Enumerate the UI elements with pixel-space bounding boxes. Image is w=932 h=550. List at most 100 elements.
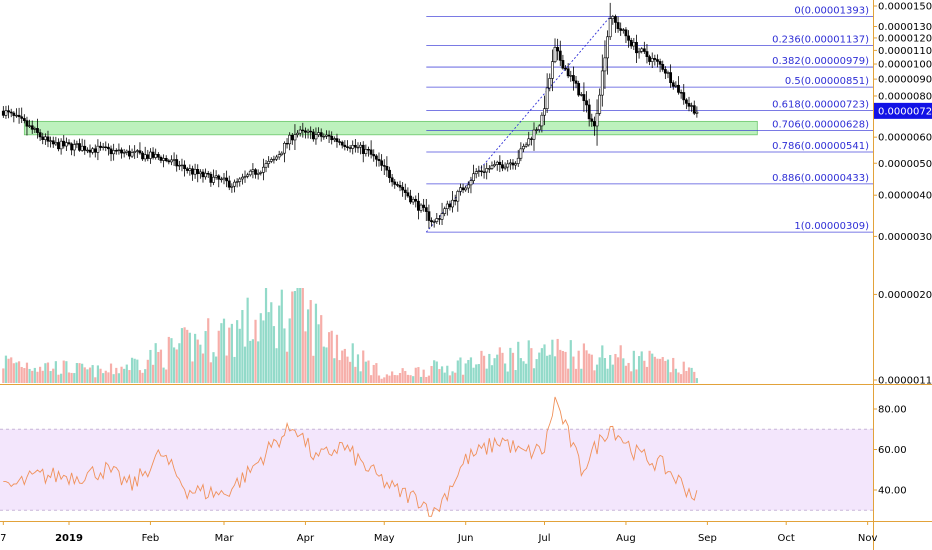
candle-body xyxy=(322,135,326,138)
candle-body xyxy=(385,166,389,171)
candle-body xyxy=(151,151,155,158)
volume-bar xyxy=(406,374,409,383)
fib-level-label: 0.5(0.00000851) xyxy=(785,76,869,87)
volume-bar xyxy=(17,361,21,383)
volume-bar xyxy=(270,302,273,383)
fib-level-label: 0.706(0.00000628) xyxy=(772,120,869,131)
volume-bar xyxy=(65,361,68,383)
candle-body xyxy=(28,125,31,127)
volume-bar xyxy=(380,378,383,383)
candle-body xyxy=(511,162,515,166)
candle-body xyxy=(514,163,518,166)
candle-body xyxy=(335,138,339,142)
candle-body xyxy=(314,134,318,140)
volume-bar xyxy=(506,371,509,383)
volume-bar xyxy=(362,350,365,383)
candle-body xyxy=(319,132,323,137)
candle-body xyxy=(382,165,386,167)
last-price-badge xyxy=(874,102,932,119)
volume-bar xyxy=(109,363,113,383)
candle-body xyxy=(96,145,100,153)
candle-body xyxy=(7,110,10,113)
volume-bar xyxy=(112,374,115,383)
volume-bar xyxy=(527,340,530,383)
volume-bar xyxy=(230,323,233,383)
candle-body xyxy=(438,218,441,220)
time-tick-label: 2019 xyxy=(55,533,83,544)
volume-bar xyxy=(385,374,388,383)
volume-bar xyxy=(46,362,50,383)
time-tick-label: 7 xyxy=(0,533,6,544)
candle-body xyxy=(193,168,197,175)
candle-body xyxy=(448,203,452,208)
candle-body xyxy=(343,144,347,148)
candle-body xyxy=(427,211,431,221)
candle-body xyxy=(22,118,26,121)
volume-bar xyxy=(356,354,360,383)
volume-bar xyxy=(695,378,698,383)
candle-body xyxy=(25,120,29,127)
candle-body xyxy=(219,178,223,181)
volume-bar xyxy=(262,320,265,383)
candle-body xyxy=(93,148,97,153)
volume-bar xyxy=(375,363,378,383)
candle-body xyxy=(585,100,588,106)
volume-bar xyxy=(222,318,226,383)
candle-body xyxy=(83,145,87,151)
volume-bar xyxy=(672,357,675,383)
time-tick-label: Mar xyxy=(215,533,235,544)
volume-bar xyxy=(443,372,446,383)
volume-bar xyxy=(138,370,142,383)
volume-bar xyxy=(288,318,291,383)
volume-bar xyxy=(632,350,635,383)
candle-body xyxy=(430,220,433,223)
volume-bar xyxy=(306,309,310,383)
candle-body xyxy=(522,146,525,150)
volume-bar xyxy=(404,370,407,383)
candle-body xyxy=(78,143,81,151)
volume-bar xyxy=(49,371,52,383)
candle-body xyxy=(671,82,675,87)
volume-bar xyxy=(564,351,567,383)
candle-body xyxy=(572,75,575,82)
candle-body xyxy=(120,149,123,154)
volume-bar xyxy=(393,375,396,383)
volume-bar xyxy=(561,350,564,383)
candle-body xyxy=(17,114,21,118)
volume-bar xyxy=(388,375,391,383)
candle-body xyxy=(679,92,683,94)
candle-body xyxy=(159,156,163,161)
volume-bar xyxy=(225,355,228,383)
volume-bar xyxy=(167,336,170,383)
candle-body xyxy=(390,177,394,183)
time-tick-label: Oct xyxy=(778,533,795,544)
volume-bar xyxy=(475,364,478,383)
candle-body xyxy=(256,172,260,175)
candle-body xyxy=(222,177,226,180)
volume-bar xyxy=(322,346,325,383)
volume-bar xyxy=(412,376,415,383)
volume-bar xyxy=(78,363,81,383)
volume-bar xyxy=(553,356,557,383)
candle-body xyxy=(306,130,310,133)
candle-body xyxy=(621,29,625,31)
volume-bar xyxy=(522,361,525,383)
volume-bar xyxy=(199,344,202,383)
candle-body xyxy=(57,142,60,150)
candle-body xyxy=(459,187,462,192)
volume-bar xyxy=(15,362,18,383)
candle-body xyxy=(275,156,278,160)
candle-body xyxy=(503,166,507,169)
candlesticks xyxy=(1,2,699,229)
volume-bar xyxy=(296,288,299,383)
fib-level-label: 0.236(0.00001137) xyxy=(772,35,869,46)
volume-bar xyxy=(233,356,236,383)
volume-bar xyxy=(488,353,491,383)
volume-bar xyxy=(661,357,664,383)
time-tick-label: Jun xyxy=(457,533,474,544)
volume-bar xyxy=(606,368,609,383)
fib-level-label: 0(0.00001393) xyxy=(794,6,869,17)
